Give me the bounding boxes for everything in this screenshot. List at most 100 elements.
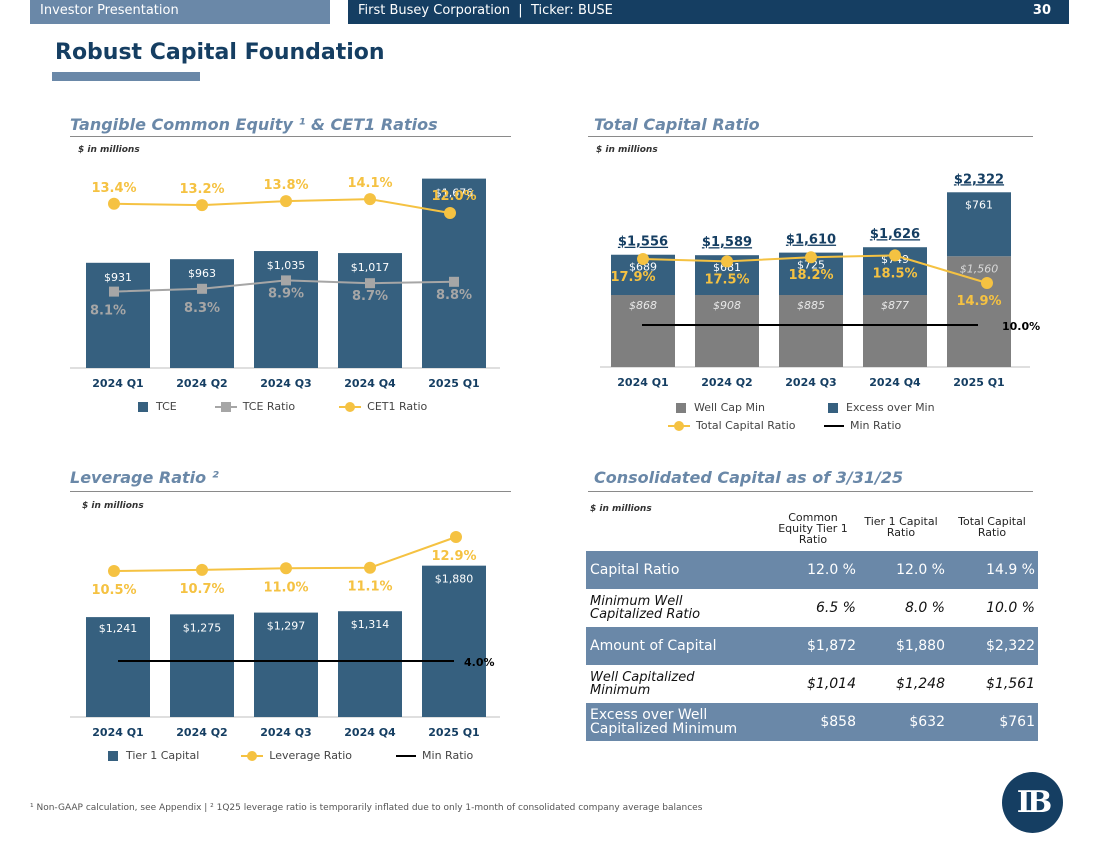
cell-value: $1,561 (986, 676, 1035, 692)
x-tick-label: 2024 Q2 (176, 726, 227, 739)
tce-bar (170, 259, 234, 368)
leverage-ratio-label: 10.5% (91, 583, 136, 598)
cell-value: $1,872 (807, 638, 856, 654)
legend-tier1-swatch (108, 750, 118, 761)
tce-bar-label: $931 (104, 271, 132, 284)
cell-value: 14.9 % (986, 562, 1035, 578)
total-capital-ratio-label: 18.5% (872, 266, 917, 281)
leverage-units: $ in millions (82, 501, 144, 511)
tce-ratio-point (449, 276, 459, 287)
cet1-ratio-point (196, 199, 208, 212)
total-capital-label: $2,322 (954, 172, 1004, 187)
well-cap-min-label: $885 (797, 299, 825, 312)
leverage-ratio-point (364, 561, 376, 574)
legend-cet1-ratio: CET1 Ratio (367, 400, 428, 413)
cell-value: $1,880 (896, 638, 945, 654)
leverage-ratio-point (450, 531, 462, 543)
total-capital-ratio-point (805, 251, 817, 264)
tier1-capital-label: $1,241 (99, 622, 138, 635)
excess-label: $761 (965, 198, 993, 211)
cell-value: 12.0 % (807, 562, 856, 578)
total-capital-label: $1,589 (702, 235, 752, 250)
tier1-capital-bar (422, 565, 486, 717)
total-capital-label: $1,556 (618, 235, 668, 250)
page-number: 30 (1032, 3, 1051, 18)
x-tick-label: 2025 Q1 (953, 376, 1004, 389)
leverage-ratio-point (108, 565, 120, 577)
x-tick-label: 2024 Q4 (869, 376, 921, 389)
legend-min-ratio-swatch (824, 421, 844, 431)
well-cap-min-label: $868 (629, 299, 657, 312)
x-tick-label: 2024 Q1 (92, 377, 143, 390)
title-underline (52, 72, 200, 81)
cet1-ratio-point (108, 197, 120, 210)
excess-label: $681 (713, 261, 741, 274)
total-capital-label: $1,610 (786, 233, 836, 248)
tce-ratio-point (365, 278, 375, 289)
tce-ratio-label: 8.8% (436, 288, 472, 303)
legend-cet1-ratio-swatch (339, 401, 362, 412)
cell-value: $1,248 (896, 676, 945, 692)
well-cap-min-label: $1,560 (960, 262, 999, 275)
x-tick-label: 2024 Q1 (617, 376, 668, 389)
table-row: Well Capitalized Minimum $1,014 $1,248 $… (586, 665, 1038, 703)
total-title-rule (588, 136, 1033, 137)
legend-tce-ratio-swatch (214, 401, 237, 412)
tce-title-rule (70, 136, 511, 137)
tce-ratio-point (197, 283, 207, 294)
tce-units: $ in millions (78, 145, 140, 155)
legend-excess-over-min: Excess over Min (846, 401, 935, 414)
total-legend-row2: Total Capital Ratio Min Ratio (668, 419, 901, 432)
tier1-capital-label: $1,314 (351, 618, 390, 631)
excess-label: $725 (797, 259, 825, 272)
col-header-cet1: Common Equity Tier 1 Ratio (778, 511, 848, 546)
total-capital-ratio-label: 18.2% (788, 268, 833, 283)
excess-over-min-bar (947, 192, 1011, 257)
well-cap-min-bar (863, 295, 927, 367)
total-units: $ in millions (596, 145, 658, 155)
page-title: Robust Capital Foundation (55, 40, 385, 65)
tce-bar-label: $1,017 (351, 261, 390, 274)
leverage-title-rule (70, 491, 511, 492)
x-tick-label: 2024 Q2 (176, 377, 227, 390)
tier1-capital-label: $1,275 (183, 621, 222, 634)
total-capital-ratio-point (889, 249, 901, 262)
total-capital-ratio-point (637, 253, 649, 265)
well-cap-min-bar (779, 295, 843, 367)
legend-tce: TCE (156, 400, 177, 413)
row-label: Excess over Well Capitalized Minimum (590, 707, 738, 737)
cell-value: $858 (820, 714, 856, 730)
tce-chart: $931 2024 Q1 $963 2024 Q2 $1,035 2024 Q3 $1,01… (70, 176, 500, 390)
tce-ratio-label: 8.9% (268, 286, 304, 301)
total-capital-ratio-point (981, 277, 993, 289)
tce-ratio-point (281, 275, 291, 286)
table-row: Amount of Capital $1,872 $1,880 $2,322 (586, 627, 1038, 665)
tier1-capital-label: $1,880 (435, 573, 474, 586)
tce-bar-label: $1,035 (267, 259, 306, 272)
x-tick-label: 2024 Q2 (701, 376, 752, 389)
tce-bar (86, 262, 150, 368)
excess-label: $689 (629, 261, 657, 274)
consolidated-title: Consolidated Capital as of 3/31/25 (594, 468, 904, 487)
cet1-ratio-label: 14.1% (347, 176, 392, 191)
tce-bar (254, 251, 318, 368)
leverage-ratio-point (280, 562, 292, 575)
tce-ratio-point (109, 286, 119, 297)
legend-tier1-capital: Tier 1 Capital (126, 749, 200, 762)
x-tick-label: 2024 Q3 (785, 376, 836, 389)
table-row: Minimum Well Capitalized Ratio 6.5 % 8.0… (586, 589, 1038, 627)
legend-excess-swatch (828, 402, 838, 413)
footnote: ¹ Non-GAAP calculation, see Appendix | ²… (30, 803, 703, 813)
cell-value: $632 (909, 714, 945, 730)
col-header-tier1: Tier 1 Capital Ratio (864, 515, 938, 539)
tce-ratio-label: 8.1% (90, 304, 126, 319)
col-header-total: Total Capital Ratio (958, 515, 1026, 539)
table-row: Excess over Well Capitalized Minimum $85… (586, 703, 1038, 741)
x-tick-label: 2025 Q1 (428, 726, 479, 739)
cet1-ratio-label: 12.0% (431, 189, 476, 204)
header-company-bar: First Busey Corporation | Ticker: BUSE 3… (348, 0, 1069, 24)
cet1-ratio-point (444, 207, 456, 219)
tce-bar (422, 178, 486, 368)
legend-tce-ratio: TCE Ratio (242, 400, 296, 413)
leverage-ratio-label: 12.9% (431, 549, 476, 564)
